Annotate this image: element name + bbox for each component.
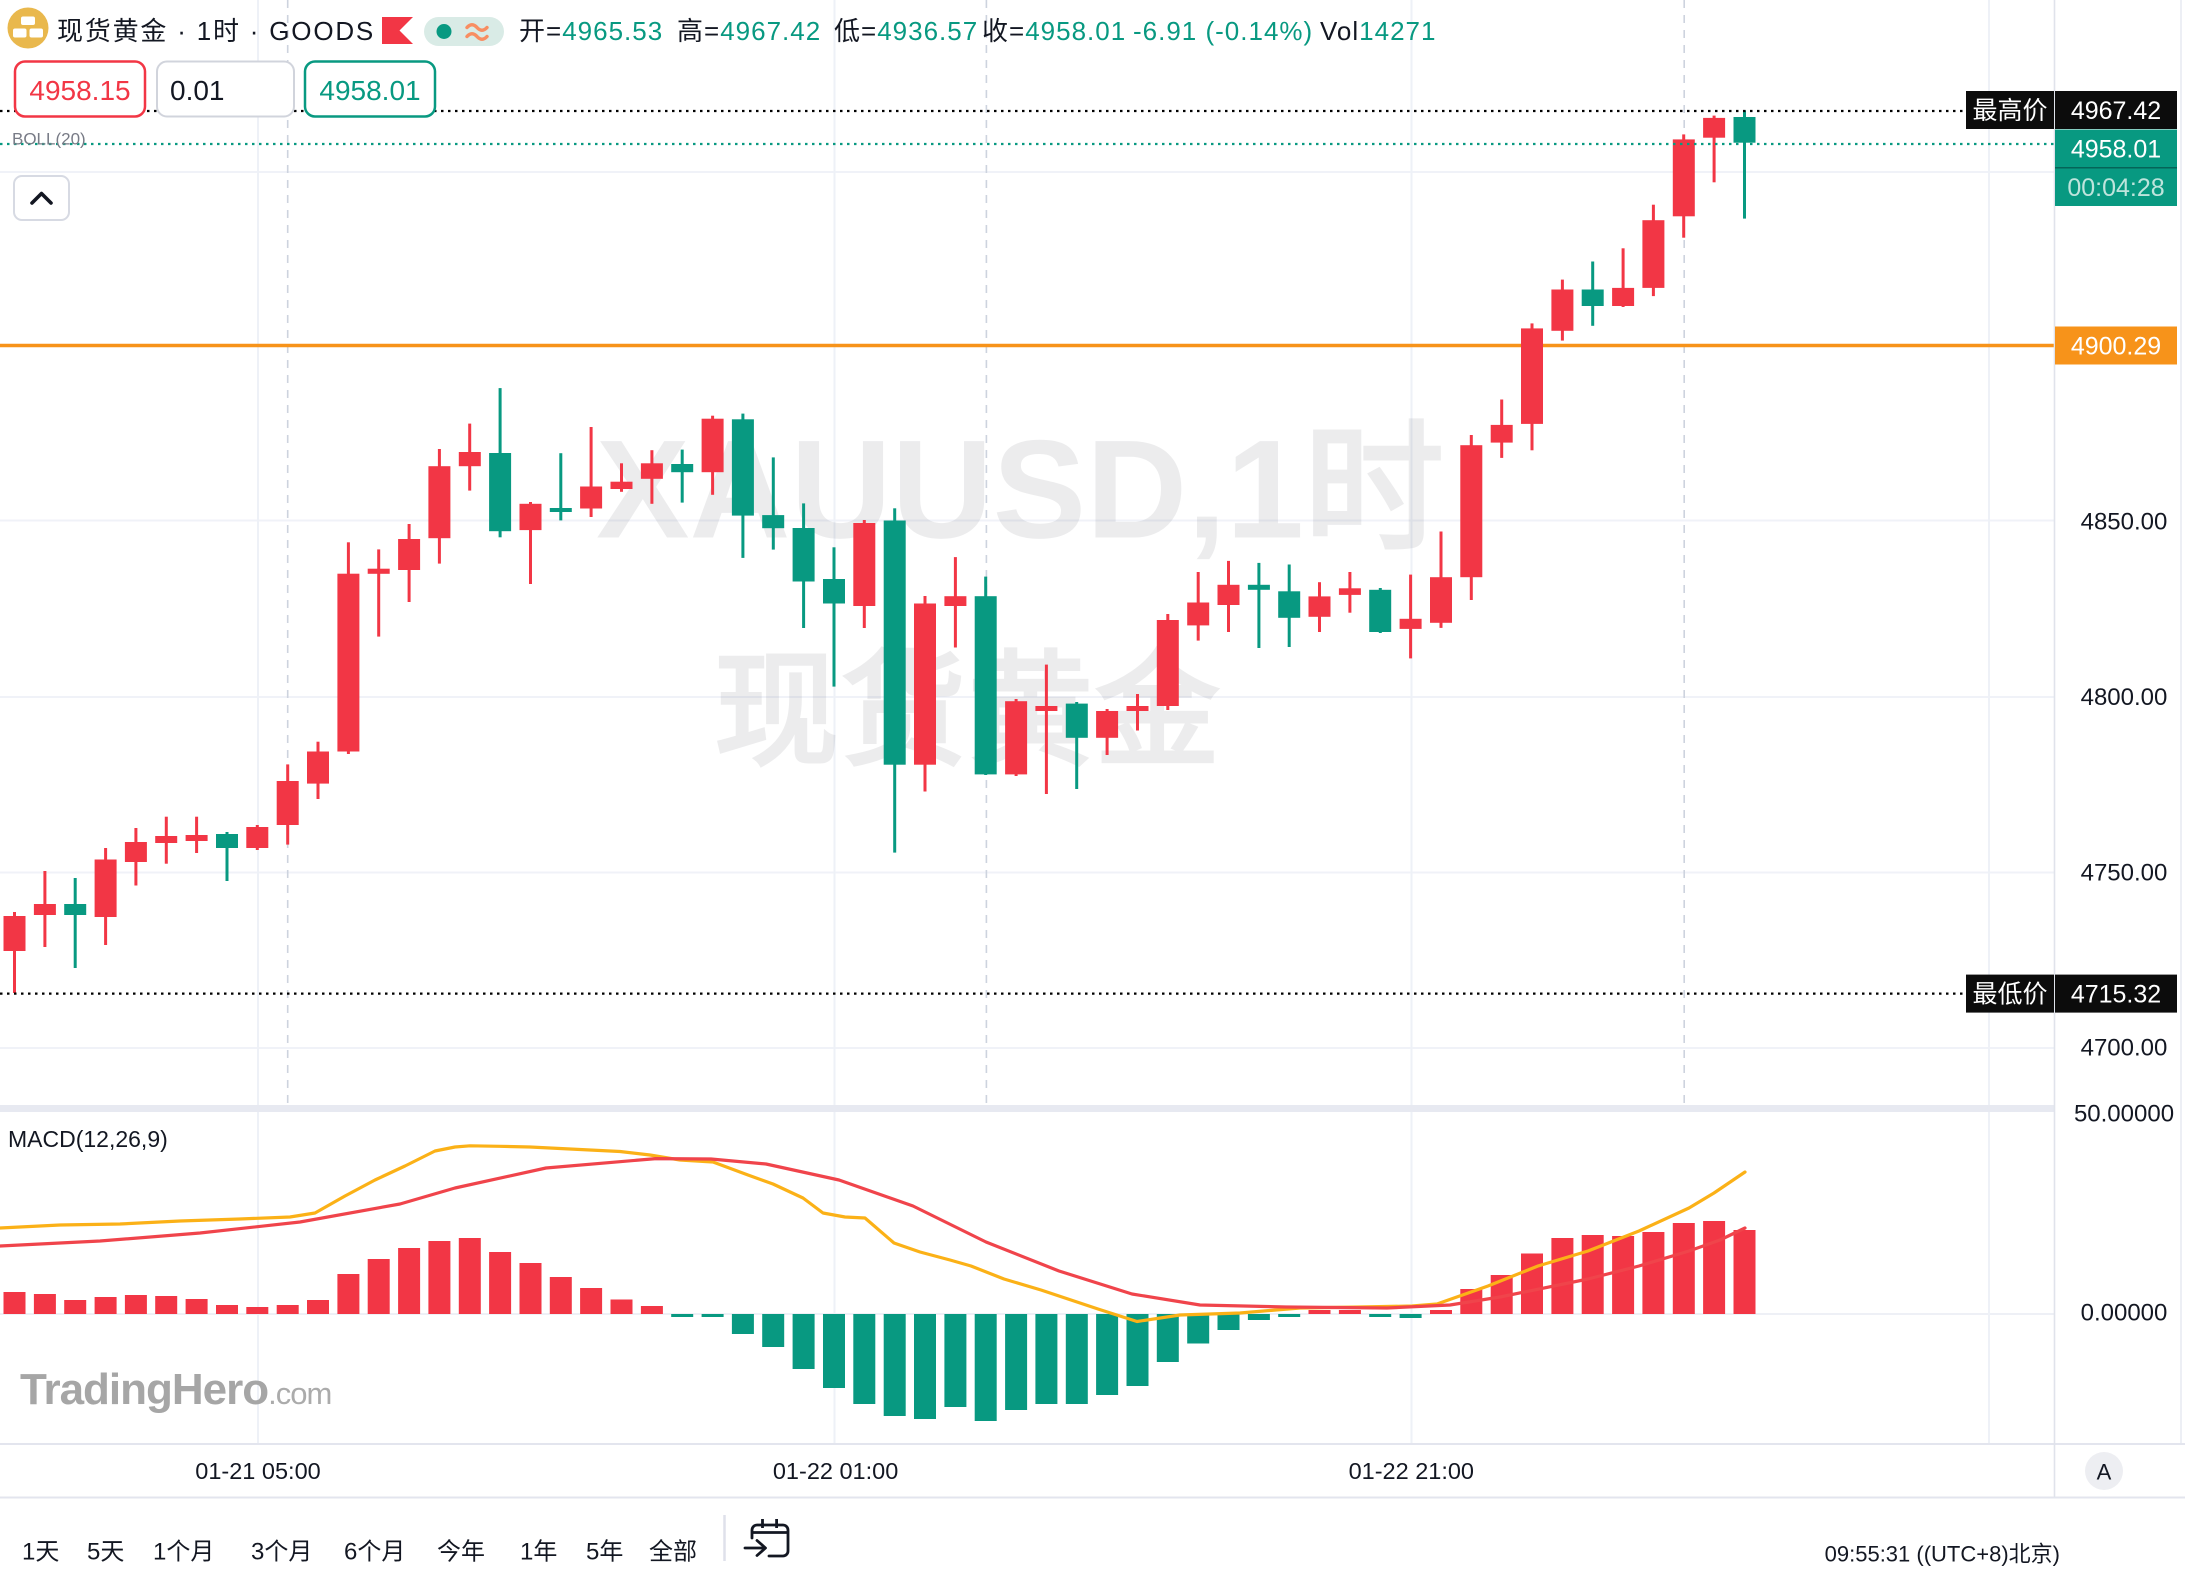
svg-text:4715.32: 4715.32	[2071, 981, 2161, 1009]
svg-text:1年: 1年	[520, 1539, 557, 1566]
svg-text:5天: 5天	[87, 1539, 124, 1566]
svg-text:4800.00: 4800.00	[2081, 684, 2168, 711]
svg-text:00:04:28: 00:04:28	[2067, 174, 2164, 202]
svg-text:1个月: 1个月	[153, 1539, 214, 1566]
svg-text:0.01: 0.01	[170, 75, 225, 106]
svg-text:BOLL(20): BOLL(20)	[12, 130, 86, 149]
svg-text:4850.00: 4850.00	[2081, 509, 2168, 536]
svg-text:开=4965.53: 开=4965.53	[519, 16, 663, 46]
svg-text:1天: 1天	[22, 1539, 59, 1566]
svg-text:01-21 05:00: 01-21 05:00	[195, 1458, 320, 1484]
svg-text:4958.01: 4958.01	[2071, 136, 2161, 164]
svg-text:4967.42: 4967.42	[2071, 97, 2161, 125]
svg-text:01-22 21:00: 01-22 21:00	[1349, 1458, 1474, 1484]
svg-text:09:55:31 ((UTC+8)北京): 09:55:31 ((UTC+8)北京)	[1825, 1542, 2060, 1567]
svg-text:0.00000: 0.00000	[2081, 1300, 2168, 1327]
svg-text:低=4936.57: 低=4936.57	[834, 16, 978, 46]
svg-text:最高价: 最高价	[1972, 97, 2047, 125]
svg-text:全部: 全部	[649, 1539, 697, 1566]
svg-text:01-22 01:00: 01-22 01:00	[773, 1458, 898, 1484]
svg-text:Vol14271: Vol14271	[1320, 16, 1436, 46]
svg-text:现货黄金: 现货黄金	[714, 643, 1222, 782]
svg-text:MACD(12,26,9): MACD(12,26,9)	[8, 1126, 168, 1152]
svg-text:3个月: 3个月	[251, 1539, 312, 1566]
svg-text:6个月: 6个月	[344, 1539, 405, 1566]
svg-text:-6.91 (-0.14%): -6.91 (-0.14%)	[1133, 16, 1313, 46]
svg-text:高=4967.42: 高=4967.42	[677, 16, 821, 46]
svg-text:4958.15: 4958.15	[29, 75, 130, 106]
svg-text:5年: 5年	[586, 1539, 623, 1566]
svg-text:4900.29: 4900.29	[2071, 333, 2161, 361]
svg-text:A: A	[2097, 1460, 2112, 1485]
svg-text:现货黄金 · 1时 · GOODS: 现货黄金 · 1时 · GOODS	[57, 16, 375, 46]
svg-text:最低价: 最低价	[1972, 981, 2047, 1009]
svg-text:4700.00: 4700.00	[2081, 1035, 2168, 1062]
svg-text:TradingHero.com: TradingHero.com	[20, 1365, 331, 1414]
svg-text:4958.01: 4958.01	[319, 75, 420, 106]
svg-text:今年: 今年	[437, 1539, 485, 1566]
svg-text:4750.00: 4750.00	[2081, 860, 2168, 887]
svg-text:收=4958.01: 收=4958.01	[982, 16, 1126, 46]
svg-text:50.00000: 50.00000	[2074, 1101, 2174, 1128]
